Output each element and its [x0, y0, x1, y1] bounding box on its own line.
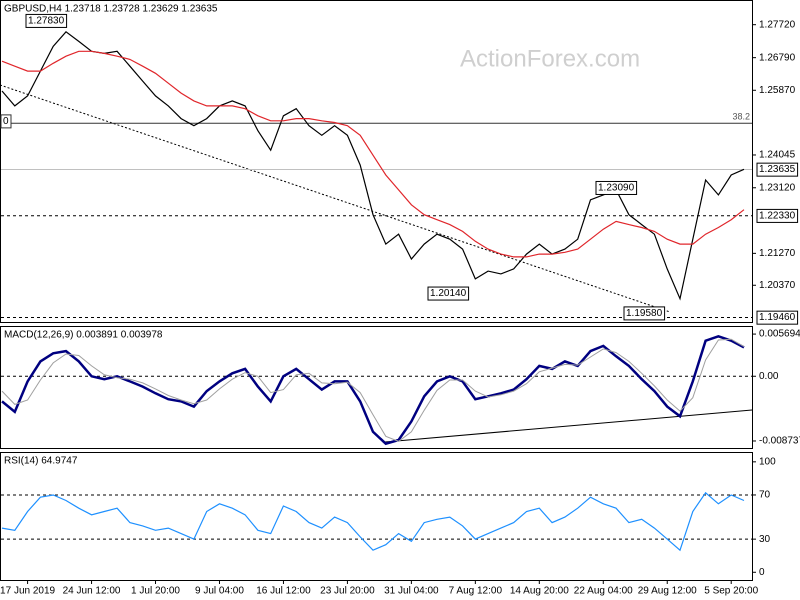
series-line	[1, 491, 745, 552]
annotation: 1.23090	[598, 182, 635, 193]
macd-trend-line	[384, 409, 753, 443]
series-line	[1, 338, 745, 442]
x-tick-label: 14 Aug 20:00	[510, 586, 569, 597]
level-label-box	[756, 310, 799, 325]
y-tick-label: 1.21270	[759, 248, 796, 259]
level-label: 1.19460	[759, 312, 796, 323]
rsi-panel	[0, 452, 753, 581]
annotation-box	[623, 306, 666, 321]
y-tick-label: 1.23120	[759, 182, 796, 193]
current-price-label: 1.23635	[759, 164, 796, 175]
series-line	[1, 30, 745, 301]
annotation-box	[427, 286, 470, 301]
series-line	[1, 334, 745, 446]
annotation: 1.27830	[28, 15, 65, 26]
x-tick-label: 24 Jun 12:00	[63, 586, 121, 597]
fib-label: 38.2	[732, 112, 750, 122]
annotation-box	[25, 13, 68, 28]
y-tick-label: 1.20370	[759, 280, 796, 291]
chart-title: GBPUSD,H4 1.23718 1.23728 1.23629 1.2363…	[4, 4, 218, 15]
annotation: 1.19580	[626, 308, 663, 319]
y-tick-label: 1.25870	[759, 85, 796, 96]
x-tick-label: 17 Jun 2019	[0, 586, 55, 597]
fib-start-label-box	[0, 114, 12, 129]
y-tick-label: 70	[759, 490, 771, 501]
x-tick-label: 9 Jul 04:00	[195, 586, 244, 597]
macd-title: MACD(12,26,9) 0.003891 0.003978	[4, 330, 163, 341]
watermark: ActionForex.com	[460, 45, 640, 72]
y-tick-label: 100	[759, 456, 776, 467]
current-price-label-box	[756, 162, 799, 177]
annotation-box	[595, 180, 638, 195]
x-tick-label: 29 Aug 12:00	[638, 586, 697, 597]
series-line	[1, 50, 745, 258]
annotation: 1.20140	[430, 288, 467, 299]
y-tick-label: 1.26790	[759, 52, 796, 63]
x-tick-label: 31 Jul 04:00	[384, 586, 439, 597]
y-tick-label: 0.005694	[759, 329, 800, 340]
y-tick-label: 0	[759, 567, 765, 578]
y-tick-label: 0.00	[759, 371, 779, 382]
y-tick-label: -0.008737	[759, 436, 800, 447]
y-tick-label: 1.24045	[759, 150, 796, 161]
x-tick-label: 23 Jul 20:00	[320, 586, 375, 597]
level-label-box	[756, 208, 799, 223]
x-tick-label: 22 Aug 04:00	[574, 586, 633, 597]
rsi-title: RSI(14) 64.9747	[4, 456, 78, 467]
x-tick-label: 1 Jul 20:00	[131, 586, 180, 597]
y-tick-label: 30	[759, 534, 771, 545]
fib-start-label: 0	[3, 116, 9, 127]
x-tick-label: 7 Aug 12:00	[449, 586, 503, 597]
x-tick-label: 5 Sep 20:00	[704, 586, 758, 597]
level-label: 1.22330	[759, 210, 796, 221]
y-tick-label: 1.27720	[759, 19, 796, 30]
x-tick-label: 16 Jul 12:00	[256, 586, 311, 597]
macd-panel	[0, 326, 753, 449]
